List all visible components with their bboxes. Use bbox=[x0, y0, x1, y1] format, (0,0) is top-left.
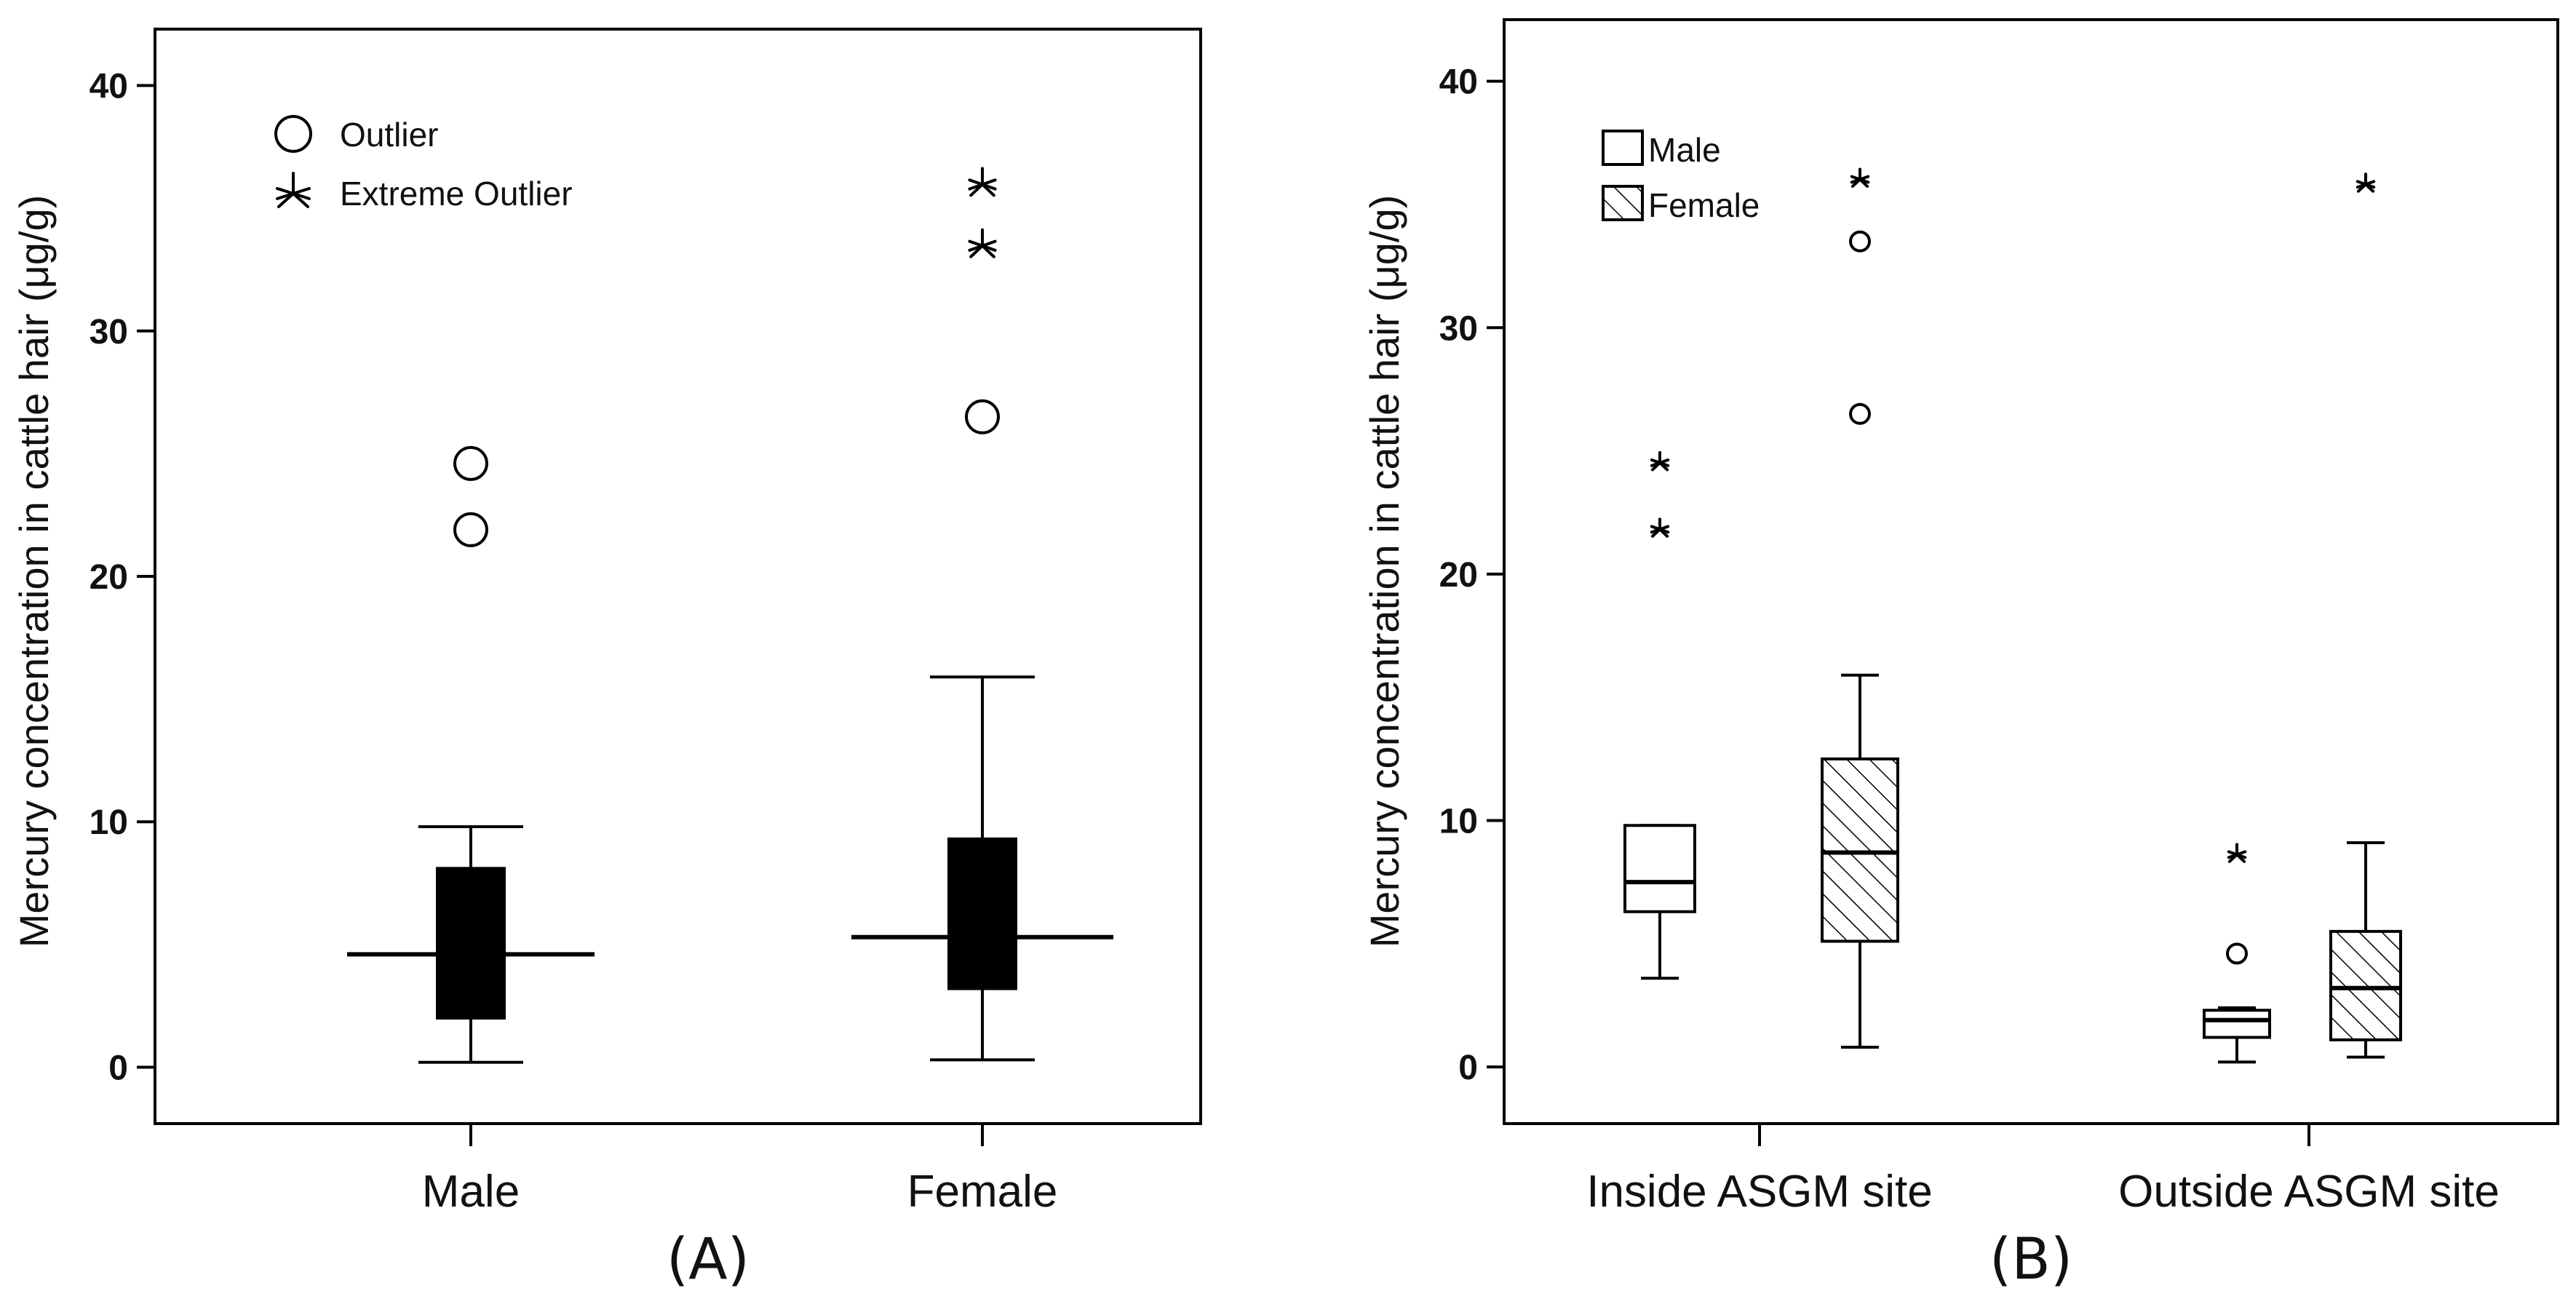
chart-a-boxes bbox=[347, 167, 1113, 1064]
chart-b-y-axis: 0 10 20 30 40 bbox=[1439, 63, 1504, 1087]
chart-a: Mercury concentration in cattle hair (μg… bbox=[11, 28, 1202, 1292]
x-tick-label: Outside ASGM site bbox=[2118, 1167, 2500, 1217]
iqr-box bbox=[947, 837, 1017, 990]
y-tick-label: 30 bbox=[1439, 309, 1478, 348]
box-male-0 bbox=[347, 445, 595, 1064]
y-tick-label: 30 bbox=[90, 313, 128, 351]
outlier-point bbox=[965, 399, 1000, 434]
y-tick-label: 0 bbox=[1458, 1049, 1478, 1087]
outlier-point bbox=[1849, 402, 1871, 425]
extreme-outlier-point bbox=[1650, 450, 1670, 472]
legend-female-label: Female bbox=[1648, 186, 1760, 224]
x-tick-label: Female bbox=[907, 1167, 1058, 1217]
extreme-outlier-point bbox=[2227, 843, 2247, 863]
extreme-outlier-point bbox=[2356, 172, 2376, 193]
legend-outlier-label: Outlier bbox=[340, 116, 438, 154]
outlier-point bbox=[1849, 230, 1871, 253]
legend-male-swatch bbox=[1602, 130, 1644, 166]
y-tick-label: 0 bbox=[108, 1049, 128, 1087]
iqr-box bbox=[2203, 1009, 2271, 1039]
outlier-point bbox=[453, 512, 488, 547]
x-tick-label: Male bbox=[422, 1167, 520, 1217]
y-tick-label: 40 bbox=[90, 68, 128, 106]
extreme-outlier-point bbox=[1650, 517, 1670, 538]
box-male-2 bbox=[2203, 843, 2271, 1064]
iqr-box bbox=[1821, 757, 1899, 943]
y-tick-label: 20 bbox=[90, 558, 128, 597]
y-tick-label: 10 bbox=[1439, 803, 1478, 841]
chart-a-plot-frame bbox=[154, 28, 1202, 1125]
chart-a-y-axis-label: Mercury concentration in cattle hair (μg… bbox=[11, 195, 57, 948]
box-female-1 bbox=[1821, 167, 1899, 1049]
legend-extreme-outlier-star-icon bbox=[276, 172, 311, 208]
chart-b-boxes bbox=[1623, 167, 2402, 1064]
legend-female-swatch bbox=[1602, 185, 1644, 221]
chart-b-y-axis-label: Mercury concentration in cattle hair (μg… bbox=[1361, 195, 1407, 948]
iqr-box bbox=[1623, 824, 1696, 913]
iqr-box bbox=[2329, 929, 2402, 1041]
chart-b-legend: Male Female bbox=[1602, 130, 1760, 224]
iqr-box bbox=[436, 867, 506, 1020]
chart-b-panel-label: (B) bbox=[1989, 1227, 2072, 1292]
legend-extreme-outlier-label: Extreme Outlier bbox=[340, 175, 573, 212]
legend-male-label: Male bbox=[1648, 131, 1721, 169]
extreme-outlier-point bbox=[968, 167, 997, 197]
chart-a-x-axis: Male Female bbox=[422, 1124, 1058, 1217]
chart-b: Mercury concentration in cattle hair (μg… bbox=[1361, 18, 2559, 1292]
box-female-3 bbox=[2329, 172, 2402, 1059]
chart-a-y-axis: 0 10 20 30 40 bbox=[90, 68, 155, 1087]
y-tick-label: 10 bbox=[90, 803, 128, 842]
chart-a-panel-label: (A) bbox=[667, 1227, 750, 1292]
extreme-outlier-point bbox=[968, 228, 997, 258]
box-female-1 bbox=[851, 167, 1113, 1062]
chart-b-plot-frame bbox=[1503, 18, 2559, 1125]
chart-b-x-axis: Inside ASGM site Outside ASGM site bbox=[1586, 1124, 2500, 1217]
outlier-point bbox=[453, 445, 488, 481]
chart-a-legend: Outlier Extreme Outlier bbox=[274, 115, 573, 212]
x-tick-label: Inside ASGM site bbox=[1586, 1167, 1933, 1217]
y-tick-label: 40 bbox=[1439, 63, 1478, 102]
extreme-outlier-point bbox=[1850, 167, 1870, 188]
outlier-point bbox=[2226, 942, 2248, 965]
box-male-0 bbox=[1623, 450, 1696, 980]
legend-outlier-circle-icon bbox=[274, 115, 312, 153]
y-tick-label: 20 bbox=[1439, 556, 1478, 595]
